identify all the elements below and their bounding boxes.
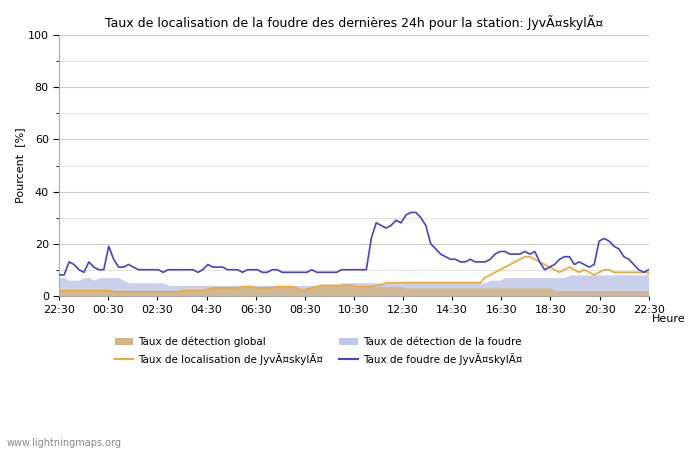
Text: Heure: Heure — [652, 314, 685, 324]
Legend: Taux de détection global, Taux de localisation de JyvÃ¤skylÃ¤, Taux de détection: Taux de détection global, Taux de locali… — [111, 333, 526, 369]
Text: www.lightningmaps.org: www.lightningmaps.org — [7, 438, 122, 448]
Y-axis label: Pourcent  [%]: Pourcent [%] — [15, 128, 25, 203]
Title: Taux de localisation de la foudre des dernières 24h pour la station: JyvÃ¤skylÃ¤: Taux de localisation de la foudre des de… — [105, 15, 603, 30]
